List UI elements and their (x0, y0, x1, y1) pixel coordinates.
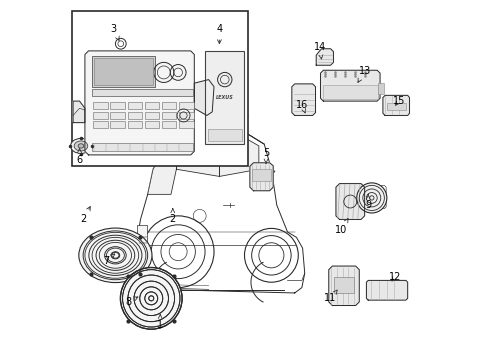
Bar (94, 58, 153, 85)
Text: 1: 1 (157, 314, 163, 330)
Ellipse shape (79, 228, 152, 283)
Bar (207, 129, 241, 141)
Polygon shape (73, 101, 85, 123)
Bar (162, 112, 176, 119)
Bar (333, 277, 353, 293)
Bar (144, 102, 159, 109)
Text: 8: 8 (124, 297, 138, 307)
Text: 16: 16 (295, 100, 307, 113)
Text: 4: 4 (216, 24, 222, 44)
Bar (322, 85, 377, 99)
Polygon shape (194, 80, 214, 116)
Circle shape (356, 183, 386, 213)
Bar (110, 102, 124, 109)
Bar (93, 102, 107, 109)
Text: 12: 12 (388, 272, 401, 282)
Text: 15: 15 (392, 96, 404, 106)
Bar (93, 112, 107, 119)
Polygon shape (85, 51, 194, 155)
Bar (110, 112, 124, 119)
Text: 13: 13 (357, 66, 370, 82)
Bar (144, 112, 159, 119)
Bar (179, 102, 193, 109)
Text: 6: 6 (76, 149, 82, 165)
Bar (92, 89, 192, 96)
Polygon shape (249, 163, 273, 191)
Circle shape (120, 267, 182, 329)
Polygon shape (316, 49, 333, 65)
Polygon shape (366, 280, 407, 300)
Bar (110, 121, 124, 128)
Bar (162, 102, 176, 109)
Text: 9: 9 (365, 194, 370, 210)
Text: 3: 3 (110, 24, 119, 40)
Bar (204, 51, 244, 144)
Bar (386, 103, 405, 110)
Bar (92, 143, 192, 151)
Bar (179, 112, 193, 119)
Polygon shape (335, 184, 364, 220)
Bar (127, 121, 142, 128)
Ellipse shape (78, 144, 83, 148)
Text: 2: 2 (169, 208, 176, 224)
Bar (179, 121, 193, 128)
Bar (127, 102, 142, 109)
Bar (251, 169, 270, 181)
Polygon shape (137, 126, 304, 293)
Bar (377, 83, 384, 94)
Text: 5: 5 (263, 148, 268, 164)
Polygon shape (176, 134, 258, 176)
Bar (144, 121, 159, 128)
Text: 10: 10 (334, 219, 347, 235)
Bar (92, 56, 155, 87)
Text: 11: 11 (324, 290, 337, 303)
Ellipse shape (70, 138, 91, 153)
Bar (127, 112, 142, 119)
Polygon shape (320, 70, 379, 101)
Polygon shape (291, 84, 315, 116)
Bar (162, 121, 176, 128)
Polygon shape (382, 95, 408, 116)
Bar (137, 225, 147, 248)
Text: 14: 14 (313, 42, 325, 59)
Text: 7: 7 (103, 254, 115, 266)
Polygon shape (328, 266, 359, 306)
Bar (93, 121, 107, 128)
Polygon shape (147, 141, 180, 194)
Ellipse shape (74, 141, 88, 151)
Bar (72, 12, 247, 166)
Text: LEXUS: LEXUS (216, 95, 233, 100)
Text: 2: 2 (80, 207, 90, 224)
